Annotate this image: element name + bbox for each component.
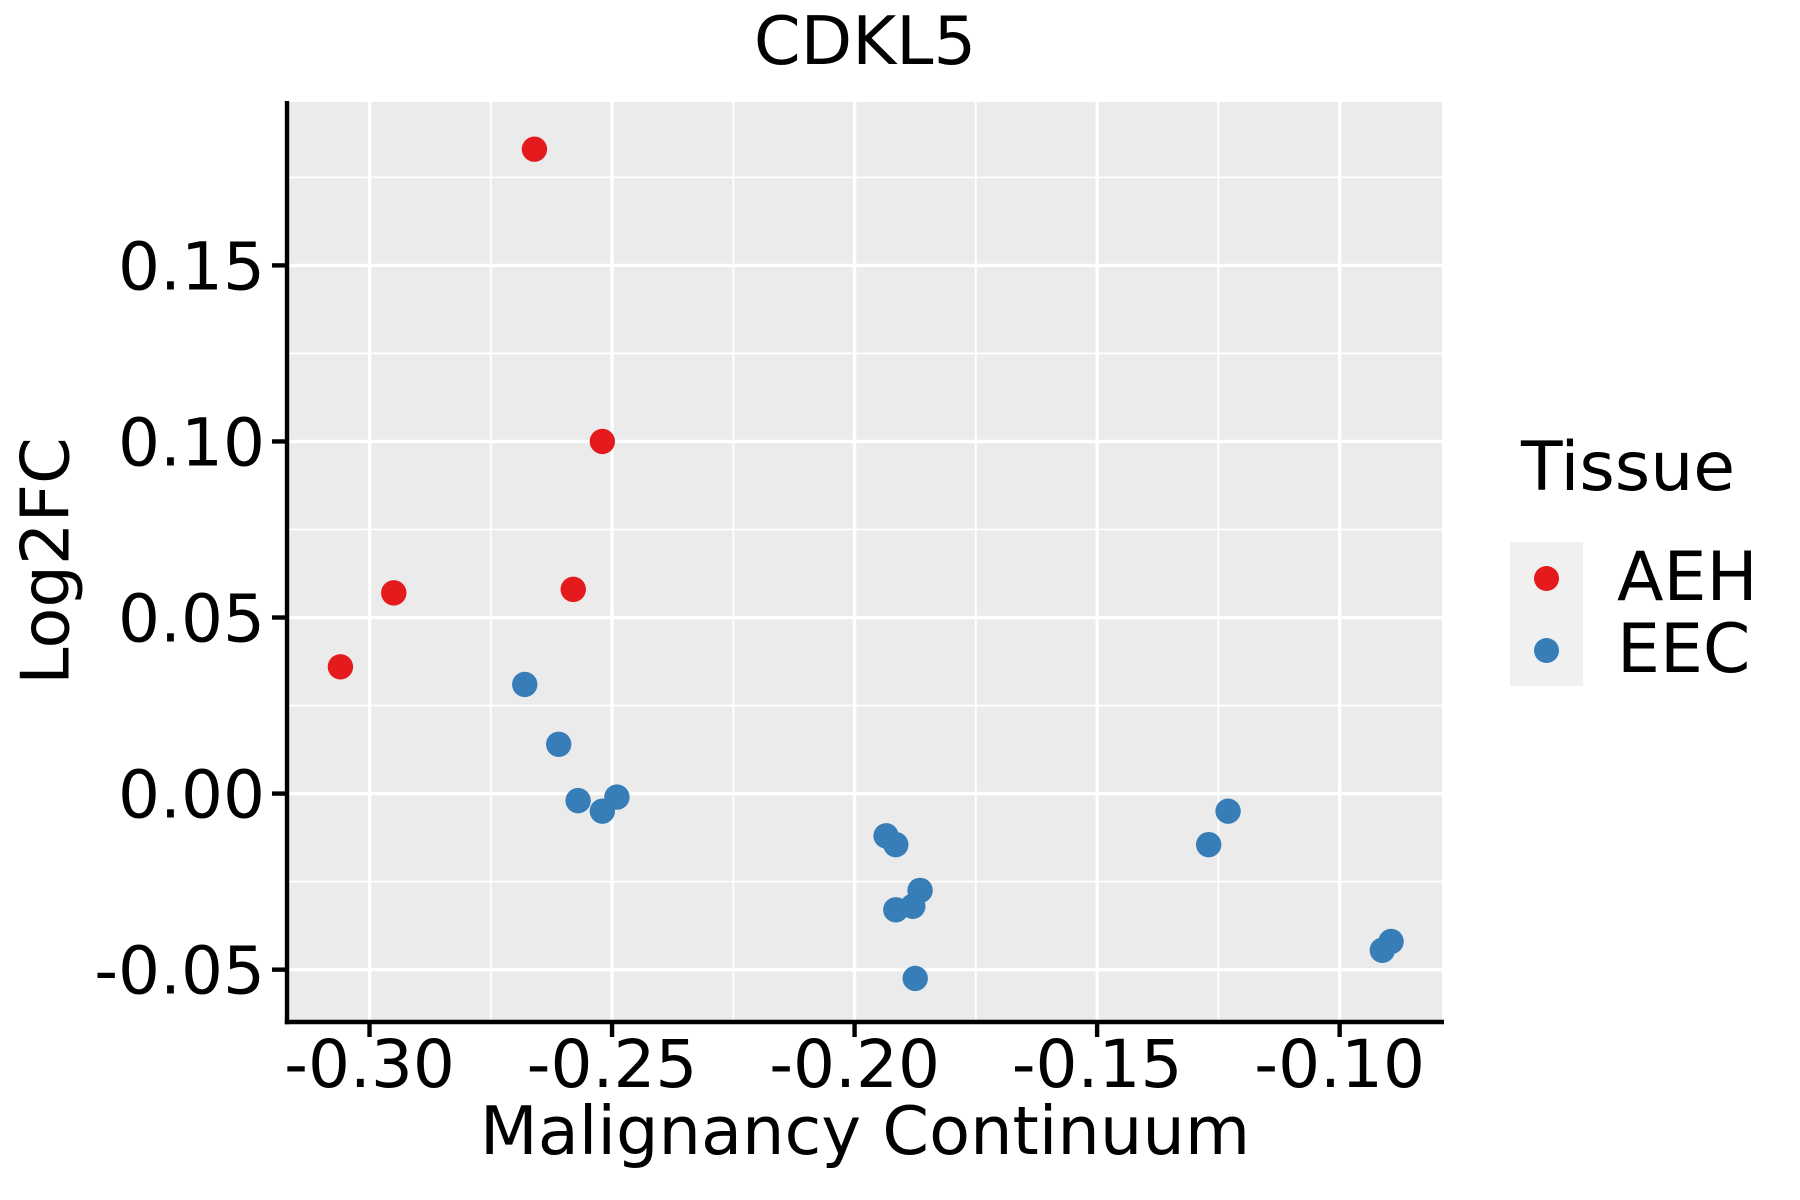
x-tick-label: -0.25 (527, 1026, 698, 1103)
legend-title: Tissue (1521, 428, 1736, 507)
x-tick-label: -0.10 (1254, 1026, 1425, 1103)
point-eec (545, 731, 572, 757)
y-tick-label: 0.05 (118, 581, 265, 658)
point-aeh (521, 136, 548, 162)
point-eec (907, 877, 933, 904)
legend-item-aeh: AEH (1510, 542, 1758, 614)
x-tick-label: -0.15 (1012, 1026, 1183, 1103)
y-tick-label: 0.00 (118, 757, 265, 834)
legend-key-eec (1510, 614, 1583, 686)
y-tick-label: -0.05 (94, 933, 265, 1010)
point-eec (604, 784, 630, 810)
legend-key-aeh (1510, 542, 1583, 614)
point-eec (902, 965, 928, 992)
point-eec (1215, 798, 1241, 824)
x-axis-label: Malignancy Continuum (479, 1092, 1251, 1170)
point-eec (883, 831, 909, 858)
point-aeh (589, 428, 616, 455)
legend-marker-eec-icon (1534, 637, 1559, 663)
legend-label-eec: EEC (1617, 610, 1751, 689)
point-eec (512, 671, 538, 698)
panel-background (289, 102, 1442, 1020)
chart-title: CDKL5 (753, 2, 977, 80)
point-aeh (560, 576, 586, 603)
y-tick-label: 0.10 (118, 404, 265, 481)
x-tick-label: -0.30 (284, 1026, 455, 1103)
legend: Tissue AEH EEC (1510, 434, 1758, 686)
point-eec (1195, 831, 1222, 858)
legend-keys: AEH EEC (1510, 542, 1758, 686)
point-eec (565, 787, 591, 814)
point-eec (1378, 928, 1404, 955)
point-aeh (327, 654, 354, 680)
x-tick-label: -0.20 (769, 1026, 940, 1103)
point-aeh (381, 580, 407, 606)
legend-item-eec: EEC (1510, 614, 1758, 686)
y-tick-label: 0.15 (118, 228, 265, 305)
legend-label-aeh: AEH (1617, 538, 1758, 617)
y-axis-label: Log2FC (6, 437, 85, 685)
legend-marker-aeh-icon (1534, 565, 1559, 591)
